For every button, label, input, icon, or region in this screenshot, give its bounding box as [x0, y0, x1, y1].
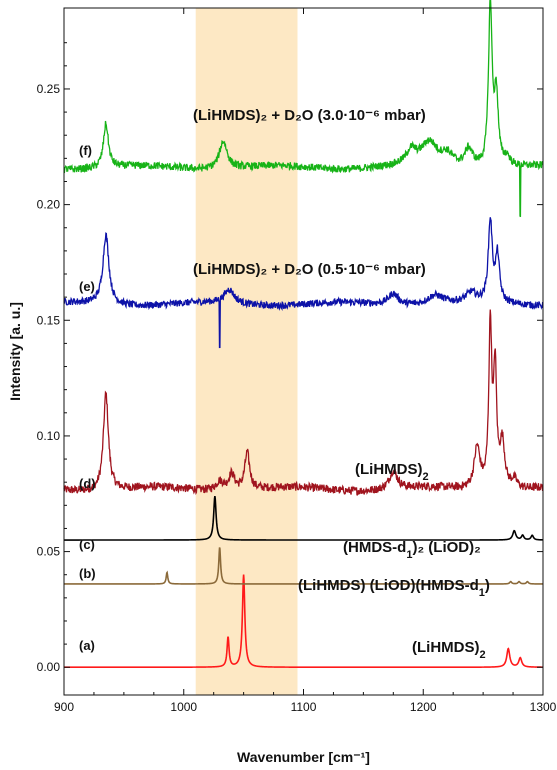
- annotation-f: (LiHMDS)₂ + D₂O (3.0·10⁻⁶ mbar): [193, 107, 426, 124]
- trace-label-c: (c): [79, 537, 95, 552]
- series-layer: [64, 0, 543, 667]
- y-tick-label-3: 0.15: [37, 313, 61, 327]
- x-tick-label-1000: 1000: [170, 700, 197, 714]
- series-line-e: [64, 217, 543, 347]
- y-axis-title: Intensity [a. u.]: [7, 302, 23, 401]
- trace-label-a: (a): [79, 638, 95, 653]
- annotation-d: (LiHMDS)2: [355, 461, 429, 483]
- annotation-e: (LiHMDS)₂ + D₂O (0.5·10⁻⁶ mbar): [193, 261, 426, 278]
- series-line-d: [64, 310, 543, 495]
- x-tick-label-1300: 1300: [530, 700, 557, 714]
- y-tick-label-0: 0.00: [37, 660, 61, 674]
- y-tick-label-5: 0.25: [37, 82, 61, 96]
- y-tick-label-2: 0.10: [37, 429, 61, 443]
- x-tick-label-900: 900: [54, 700, 74, 714]
- y-tick-label-4: 0.20: [37, 198, 61, 212]
- series-line-c: [64, 496, 543, 540]
- trace-label-f: (f): [79, 143, 92, 158]
- trace-label-e: (e): [79, 279, 95, 294]
- annotation-a: (LiHMDS)2: [412, 639, 486, 661]
- y-tick-label-1: 0.05: [37, 545, 61, 559]
- trace-label-b: (b): [79, 566, 96, 581]
- x-tick-label-1100: 1100: [291, 700, 317, 714]
- x-tick-label-1200: 1200: [410, 700, 437, 714]
- trace-label-d: (d): [79, 476, 96, 491]
- annotation-c: (HMDS-d1)₂ (LiOD)₂: [343, 539, 481, 561]
- annotation-b: (LiHMDS) (LiOD)(HMDS-d1): [298, 577, 490, 599]
- x-axis-title: Wavenumber [cm⁻¹]: [237, 749, 370, 765]
